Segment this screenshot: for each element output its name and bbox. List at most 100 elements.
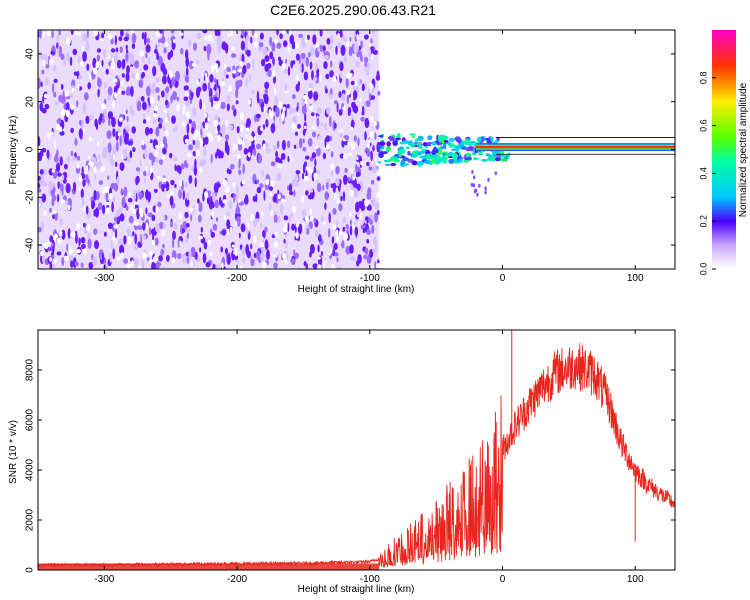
noise-gap xyxy=(371,53,374,60)
noise-speck xyxy=(279,203,284,215)
noise-gap xyxy=(376,162,379,167)
noise-speck xyxy=(185,66,189,77)
noise-speck xyxy=(97,78,102,88)
noise-speck xyxy=(107,86,113,97)
noise-speck xyxy=(311,152,317,159)
noise-gap xyxy=(145,222,149,230)
noise-speck xyxy=(70,260,74,268)
colorbar-ticks: 0.0 0.2 0.4 0.6 0.8 xyxy=(698,72,716,275)
noise-speck xyxy=(366,161,370,167)
noise-speck xyxy=(339,132,343,138)
noise-speck xyxy=(119,244,125,255)
noise-speck xyxy=(335,165,340,175)
noise-gap xyxy=(282,253,287,259)
noise-speck xyxy=(141,143,147,150)
noise-speck xyxy=(356,86,360,94)
noise-speck xyxy=(332,183,336,193)
noise-speck xyxy=(38,77,41,89)
noise-speck xyxy=(242,64,247,75)
noise-speck xyxy=(258,42,264,48)
noise-speck xyxy=(371,224,375,234)
noise-speck xyxy=(359,50,363,61)
noise-gap xyxy=(330,263,335,269)
noise-speck xyxy=(322,152,327,160)
noise-gap xyxy=(242,139,245,147)
noise-speck xyxy=(256,90,260,102)
transition-speck xyxy=(415,138,419,143)
noise-speck xyxy=(65,102,70,113)
noise-speck xyxy=(174,184,177,188)
noise-speck xyxy=(362,227,366,234)
noise-speck xyxy=(373,236,377,246)
noise-speck xyxy=(163,68,168,76)
noise-speck xyxy=(183,85,187,91)
noise-gap xyxy=(183,104,186,113)
transition-speck xyxy=(500,157,507,162)
transition-speck xyxy=(403,163,410,166)
noise-gap xyxy=(71,87,75,92)
noise-gap xyxy=(241,180,245,185)
noise-speck xyxy=(59,156,63,166)
transition-speck xyxy=(405,146,410,150)
noise-gap xyxy=(142,252,147,259)
noise-speck xyxy=(102,204,106,215)
noise-speck xyxy=(61,256,65,266)
noise-speck xyxy=(78,237,81,247)
noise-speck xyxy=(325,73,330,80)
noise-speck xyxy=(42,168,47,176)
noise-gap xyxy=(107,33,113,40)
noise-speck xyxy=(40,81,43,87)
noise-gap xyxy=(200,138,204,147)
noise-speck xyxy=(194,177,197,188)
noise-speck xyxy=(210,202,215,209)
noise-gap xyxy=(349,212,352,218)
noise-speck xyxy=(241,245,246,256)
noise-speck xyxy=(238,157,241,168)
noise-speck xyxy=(63,57,67,67)
noise-speck xyxy=(193,42,197,51)
noise-speck xyxy=(262,47,268,56)
noise-speck xyxy=(273,114,276,123)
transition-speck xyxy=(494,139,500,143)
noise-speck xyxy=(324,54,330,60)
transition-speck xyxy=(430,158,437,164)
noise-gap xyxy=(220,81,225,86)
noise-speck xyxy=(176,165,182,173)
transition-speck xyxy=(391,156,399,160)
noise-speck xyxy=(317,47,321,52)
noise-speck xyxy=(236,184,239,195)
noise-gap xyxy=(336,197,340,204)
noise-speck xyxy=(188,250,192,259)
noise-speck xyxy=(228,200,233,210)
outlier-speck xyxy=(484,190,487,195)
noise-gap xyxy=(154,150,158,158)
noise-speck xyxy=(149,139,153,144)
noise-gap xyxy=(374,157,377,162)
noise-speck xyxy=(290,211,294,218)
noise-gap xyxy=(93,30,99,37)
transition-speck xyxy=(422,142,428,147)
noise-speck xyxy=(233,108,237,117)
noise-gap xyxy=(228,88,233,92)
noise-speck xyxy=(256,143,262,150)
noise-speck xyxy=(184,211,189,219)
noise-speck xyxy=(216,87,219,98)
noise-gap xyxy=(322,261,327,265)
noise-gap xyxy=(373,121,378,127)
noise-gap xyxy=(53,233,59,239)
noise-speck xyxy=(210,231,215,238)
noise-speck xyxy=(112,248,115,260)
noise-speck xyxy=(42,181,48,187)
transition-speck xyxy=(389,136,395,142)
noise-gap xyxy=(308,169,314,174)
colorbar-tick-label: 0.6 xyxy=(698,119,708,132)
spectrogram-ytick-label: 20 xyxy=(25,96,36,108)
noise-speck xyxy=(51,197,55,207)
noise-speck xyxy=(331,37,334,43)
noise-speck xyxy=(312,77,317,82)
noise-speck xyxy=(146,37,151,44)
noise-speck xyxy=(376,70,380,79)
noise-gap xyxy=(55,124,61,131)
noise-speck xyxy=(162,243,165,248)
noise-speck xyxy=(335,45,338,56)
